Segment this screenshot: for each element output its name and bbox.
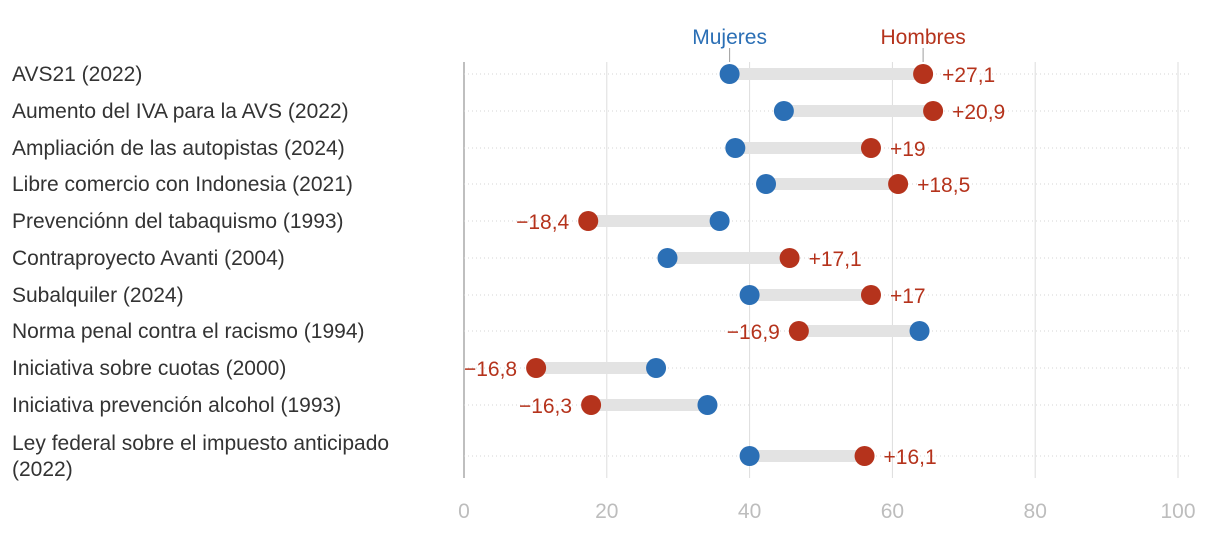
women-dot	[739, 285, 760, 305]
difference-label: +27,1	[942, 64, 995, 87]
difference-label: +17,1	[809, 248, 862, 271]
category-label: Contraproyecto Avanti (2004)	[12, 247, 285, 270]
category-label: Iniciativa prevención alcohol (1993)	[12, 394, 341, 417]
men-dot	[923, 101, 944, 121]
women-dot	[646, 358, 667, 378]
women-dot	[657, 248, 678, 268]
difference-label: +16,1	[884, 446, 937, 469]
x-tick-label: 0	[458, 500, 470, 523]
men-dot	[860, 138, 881, 158]
men-dot	[581, 395, 602, 415]
difference-label: +20,9	[952, 101, 1005, 124]
difference-label: −18,4	[516, 211, 569, 234]
category-label: Ampliación de las autopistas (2024)	[12, 137, 345, 160]
men-dot	[913, 64, 934, 84]
difference-label: +17	[890, 285, 926, 308]
difference-label: +18,5	[917, 174, 970, 197]
legend-hombres: Hombres	[881, 26, 966, 49]
difference-label: −16,8	[464, 358, 517, 381]
category-label: Aumento del IVA para la AVS (2022)	[12, 100, 349, 123]
difference-label: −16,3	[519, 395, 572, 418]
women-dot	[725, 138, 746, 158]
category-label: Subalquiler (2024)	[12, 284, 184, 307]
category-label: Norma penal contra el racismo (1994)	[12, 320, 365, 343]
women-dot	[756, 174, 777, 194]
category-label: AVS21 (2022)	[12, 63, 142, 86]
men-dot	[578, 211, 599, 231]
difference-label: −16,9	[727, 321, 780, 344]
women-dot	[909, 321, 930, 341]
category-label: Prevenciónn del tabaquismo (1993)	[12, 210, 344, 233]
women-dot	[719, 64, 740, 84]
category-label: (2022)	[12, 458, 73, 481]
x-tick-label: 80	[1024, 500, 1047, 523]
women-dot	[697, 395, 718, 415]
men-dot	[788, 321, 809, 341]
difference-label: +19	[890, 138, 926, 161]
men-dot	[526, 358, 547, 378]
category-label: Ley federal sobre el impuesto anticipado	[12, 432, 389, 455]
men-dot	[860, 285, 881, 305]
x-tick-label: 40	[738, 500, 761, 523]
women-dot	[709, 211, 730, 231]
x-tick-label: 60	[881, 500, 904, 523]
men-dot	[779, 248, 800, 268]
category-label: Iniciativa sobre cuotas (2000)	[12, 357, 286, 380]
category-label: Libre comercio con Indonesia (2021)	[12, 173, 353, 196]
men-dot	[888, 174, 909, 194]
x-tick-label: 100	[1160, 500, 1195, 523]
legend-mujeres: Mujeres	[692, 26, 767, 49]
women-dot	[739, 446, 760, 466]
women-dot	[773, 101, 794, 121]
men-dot	[854, 446, 875, 466]
x-tick-label: 20	[595, 500, 618, 523]
